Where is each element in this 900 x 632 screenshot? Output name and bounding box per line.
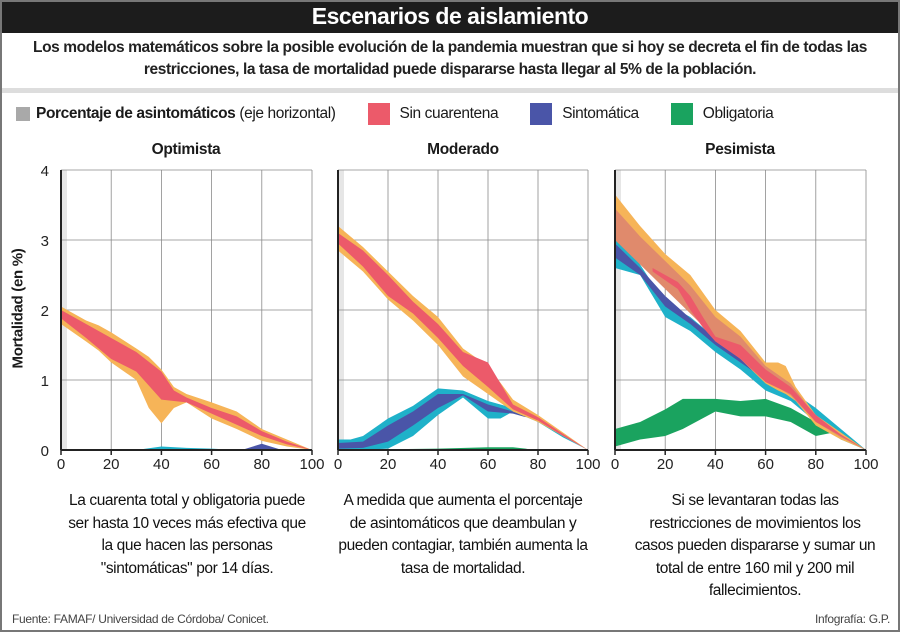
infographic-subtitle: Los modelos matemáticos sobre la posible… bbox=[33, 39, 867, 78]
chart-title-moderado: Moderado bbox=[427, 141, 499, 158]
x-tick-label: 0 bbox=[57, 456, 65, 473]
x-tick-label: 80 bbox=[253, 456, 270, 473]
x-tick-label: 0 bbox=[611, 456, 619, 473]
band-cyan bbox=[338, 388, 588, 450]
legend-obligatoria: Obligatoria bbox=[670, 103, 774, 125]
x-tick-label: 80 bbox=[807, 456, 824, 473]
legend-swatch-red bbox=[367, 103, 390, 125]
caption-optimista: La cuarenta total y obligatoria puede se… bbox=[68, 492, 306, 577]
caption-pesimista: Si se levantaran todas las restricciones… bbox=[634, 492, 876, 599]
legend-axis-label: Porcentaje de asintomáticos bbox=[36, 105, 236, 122]
legend-sintomatica: Sintomática bbox=[530, 103, 639, 125]
chart-title-optimista: Optimista bbox=[151, 141, 221, 158]
source-note: Fuente: FAMAF/ Universidad de Córdoba/ C… bbox=[12, 612, 269, 626]
credit-note: Infografía: G.P. bbox=[814, 612, 890, 626]
x-tick-label: 80 bbox=[530, 456, 547, 473]
y-tick-label: 1 bbox=[41, 373, 49, 390]
legend-label: Sintomática bbox=[562, 105, 639, 122]
band-green bbox=[615, 398, 866, 450]
x-tick-label: 0 bbox=[334, 456, 342, 473]
x-tick-label: 100 bbox=[575, 456, 600, 473]
band-orange bbox=[61, 306, 312, 450]
band-blue bbox=[241, 443, 282, 450]
x-tick-label: 100 bbox=[853, 456, 878, 473]
divider bbox=[0, 88, 900, 93]
x-tick-label: 60 bbox=[480, 456, 497, 473]
legend-axis: Porcentaje de asintomáticos (eje horizon… bbox=[16, 105, 336, 123]
x-tick-label: 40 bbox=[707, 456, 724, 473]
chart-title-pesimista: Pesimista bbox=[705, 141, 775, 158]
x-tick-label: 40 bbox=[153, 456, 170, 473]
band-red bbox=[652, 268, 866, 450]
y-tick-label: 3 bbox=[41, 233, 49, 250]
infographic-title: Escenarios de aislamiento bbox=[0, 0, 900, 33]
legend-swatch-blue bbox=[530, 103, 553, 125]
band-blue bbox=[338, 394, 526, 449]
x-tick-label: 20 bbox=[657, 456, 674, 473]
y-tick-label: 4 bbox=[41, 163, 49, 180]
band-orange bbox=[338, 226, 588, 450]
legend-sin-cuarentena: Sin cuarentena bbox=[367, 103, 499, 125]
legend-swatch-axis bbox=[16, 107, 30, 121]
x-tick-label: 20 bbox=[380, 456, 397, 473]
band-red bbox=[61, 310, 312, 450]
caption-moderado: A medida que aumenta el porcentaje de as… bbox=[338, 492, 588, 577]
x-tick-label: 20 bbox=[103, 456, 120, 473]
y-tick-label: 0 bbox=[41, 443, 49, 460]
legend-label: Sin cuarentena bbox=[399, 105, 499, 122]
legend: Porcentaje de asintomáticos (eje horizon… bbox=[16, 102, 805, 126]
y-tick-label: 2 bbox=[41, 303, 49, 320]
x-tick-label: 40 bbox=[430, 456, 447, 473]
x-tick-label: 60 bbox=[203, 456, 220, 473]
legend-axis-note: (eje horizontal) bbox=[239, 105, 336, 122]
x-tick-label: 100 bbox=[299, 456, 324, 473]
legend-label: Obligatoria bbox=[702, 105, 774, 122]
legend-swatch-green bbox=[670, 103, 693, 125]
band-red bbox=[338, 233, 588, 450]
x-tick-label: 60 bbox=[757, 456, 774, 473]
